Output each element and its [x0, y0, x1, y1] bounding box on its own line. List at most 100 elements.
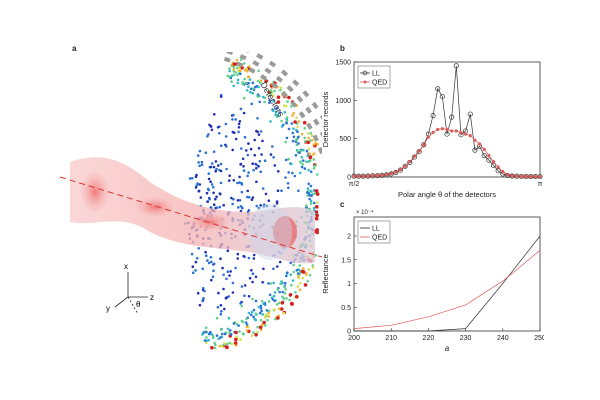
particle-dot: [237, 130, 240, 134]
particle-dot: [298, 151, 301, 154]
particle-dot: [238, 181, 241, 184]
particle-dot: [272, 109, 275, 112]
particle-dot: [242, 111, 246, 115]
particle-dot: [246, 153, 250, 157]
particle-dot: [236, 199, 240, 202]
particle-dot: [301, 276, 305, 280]
particle-dot: [244, 321, 248, 324]
detector-cell: [242, 52, 250, 53]
data-point-qed: [361, 174, 365, 178]
particle-dot: [311, 138, 314, 142]
particle-dot: [259, 306, 263, 310]
particle-dot: [315, 192, 320, 196]
particle-dot: [201, 299, 204, 303]
axis-y-label: y: [106, 304, 110, 313]
particle-dot: [265, 204, 269, 208]
particle-dot: [281, 282, 284, 285]
particle-dot: [296, 149, 299, 153]
particle-dot: [278, 260, 282, 264]
particle-dot: [273, 299, 277, 303]
particle-dot: [252, 257, 256, 260]
particle-dot: [231, 148, 234, 152]
detector-cell: [259, 74, 268, 81]
particle-dot: [224, 135, 228, 138]
particle-dot: [234, 330, 238, 335]
particle-dot: [257, 133, 261, 136]
particle-dot: [309, 199, 313, 203]
particle-dot: [214, 197, 217, 201]
detector-cell: [286, 85, 294, 93]
y-axis-label: Detector records: [321, 92, 330, 148]
particle-dot: [200, 163, 204, 167]
particle-dot: [232, 179, 236, 182]
particle-dot: [273, 291, 277, 294]
axis-theta-label: θ: [136, 300, 141, 309]
particle-dot: [273, 164, 277, 167]
particle-dot: [226, 327, 230, 331]
particle-dot: [315, 230, 319, 235]
particle-dot: [299, 161, 302, 164]
particle-dot: [302, 159, 305, 162]
particle-dot: [258, 325, 263, 330]
particle-dot: [197, 247, 200, 250]
particle-dot: [284, 158, 288, 162]
particle-dot: [259, 204, 262, 207]
particle-dot: [307, 136, 310, 140]
coordinate-axes: [114, 272, 148, 315]
particle-dot: [290, 283, 293, 287]
particle-dot: [209, 165, 213, 169]
particle-dot: [316, 173, 319, 176]
particle-dot: [248, 276, 252, 280]
particle-dot: [230, 196, 233, 200]
particle-dot: [212, 262, 216, 266]
detector-cell: [252, 60, 260, 67]
particle-dot: [226, 249, 230, 253]
particle-dot: [188, 177, 192, 180]
particle-dot: [256, 79, 260, 83]
particle-dot: [218, 205, 222, 209]
particle-dot: [238, 199, 242, 202]
data-point-ll: [439, 93, 445, 100]
series-line-ll: [354, 235, 541, 332]
particle-dot: [260, 309, 263, 313]
particle-dot: [289, 273, 292, 276]
particle-dot: [287, 95, 291, 100]
particle-dot: [248, 78, 252, 81]
particle-dot: [268, 293, 272, 297]
data-point-qed: [487, 153, 491, 158]
particle-dot: [222, 287, 225, 291]
detector-cell: [239, 54, 247, 61]
legend-label: LL: [372, 226, 380, 233]
particle-dot: [243, 294, 246, 297]
particle-dot: [209, 125, 213, 128]
particle-dot: [276, 288, 279, 291]
particle-dot: [228, 331, 231, 334]
y-tick-label: 1: [347, 281, 351, 288]
particle-dot: [275, 200, 279, 203]
particle-dot: [272, 281, 275, 285]
particle-dot: [215, 316, 219, 320]
particle-dot: [190, 176, 194, 180]
particle-dot: [226, 342, 229, 346]
particle-dot: [220, 345, 224, 348]
particle-dot: [207, 172, 211, 175]
particle-dot: [282, 104, 286, 107]
particle-dot: [287, 127, 291, 131]
particle-dot: [225, 345, 229, 350]
particle-dot: [237, 206, 240, 209]
particle-dot: [279, 86, 283, 90]
particle-dot: [238, 330, 241, 333]
particle-dot: [273, 204, 276, 208]
particle-dot: [309, 170, 313, 174]
particle-dot: [306, 187, 310, 190]
particle-dot: [269, 282, 273, 285]
particle-dot: [214, 160, 218, 163]
particle-dot: [234, 118, 237, 121]
particle-dot: [212, 150, 216, 153]
particle-dot: [286, 271, 289, 274]
data-point-qed: [501, 170, 505, 174]
particle-dot: [252, 168, 255, 172]
particle-dot: [238, 120, 242, 123]
particle-dot: [294, 154, 298, 157]
particle-dot: [286, 182, 290, 185]
